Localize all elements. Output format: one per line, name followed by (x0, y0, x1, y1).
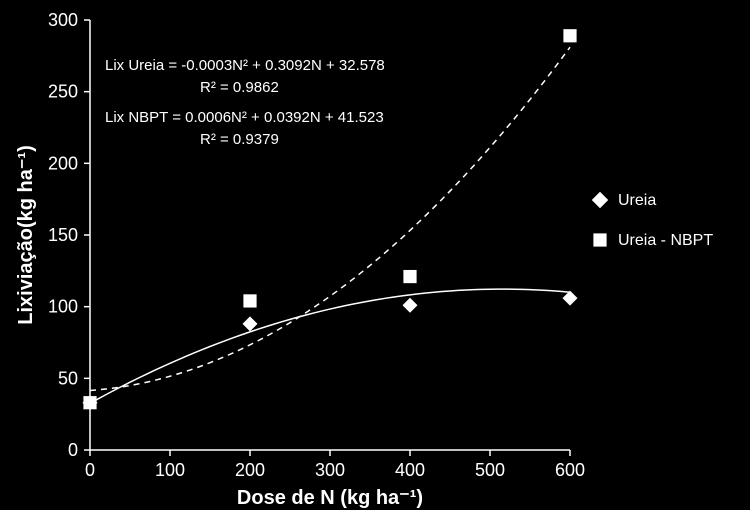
x-tick-label: 600 (555, 460, 585, 480)
x-tick-label: 500 (475, 460, 505, 480)
equation-1: R² = 0.9862 (200, 79, 279, 96)
equation-0: Lix Ureia = -0.0003N² + 0.3092N + 32.578 (105, 57, 385, 74)
y-tick-label: 150 (48, 225, 78, 245)
legend-marker-1 (593, 233, 606, 246)
chart-bg (0, 0, 750, 510)
y-axis-label: Lixiviação(kg ha⁻¹) (15, 145, 37, 325)
y-tick-label: 200 (48, 153, 78, 173)
equation-2: Lix NBPT = 0.0006N² + 0.0392N + 41.523 (105, 109, 384, 126)
point-1-2 (403, 270, 416, 283)
x-tick-label: 400 (395, 460, 425, 480)
x-tick-label: 0 (85, 460, 95, 480)
y-tick-label: 300 (48, 10, 78, 30)
chart-container: 0 50 100 150 200 250 300 0 100 200 300 400 500 600 Dos… (0, 0, 750, 510)
point-1-0 (83, 396, 96, 409)
equation-3: R² = 0.9379 (200, 131, 279, 148)
x-tick-label: 100 (155, 460, 185, 480)
legend-label-0: Ureia (618, 192, 656, 209)
x-tick-label: 300 (315, 460, 345, 480)
x-tick-label: 200 (235, 460, 265, 480)
y-tick-label: 100 (48, 297, 78, 317)
y-tick-label: 0 (68, 440, 78, 460)
x-axis-label: Dose de N (kg ha⁻¹) (237, 487, 423, 509)
y-tick-label: 250 (48, 82, 78, 102)
y-tick-label: 50 (58, 368, 78, 388)
legend-label-1: Ureia - NBPT (618, 232, 713, 249)
scatter-chart: 0 50 100 150 200 250 300 0 100 200 300 400 500 600 Dos… (0, 0, 750, 510)
point-1-3 (563, 29, 576, 42)
point-1-1 (243, 294, 256, 307)
